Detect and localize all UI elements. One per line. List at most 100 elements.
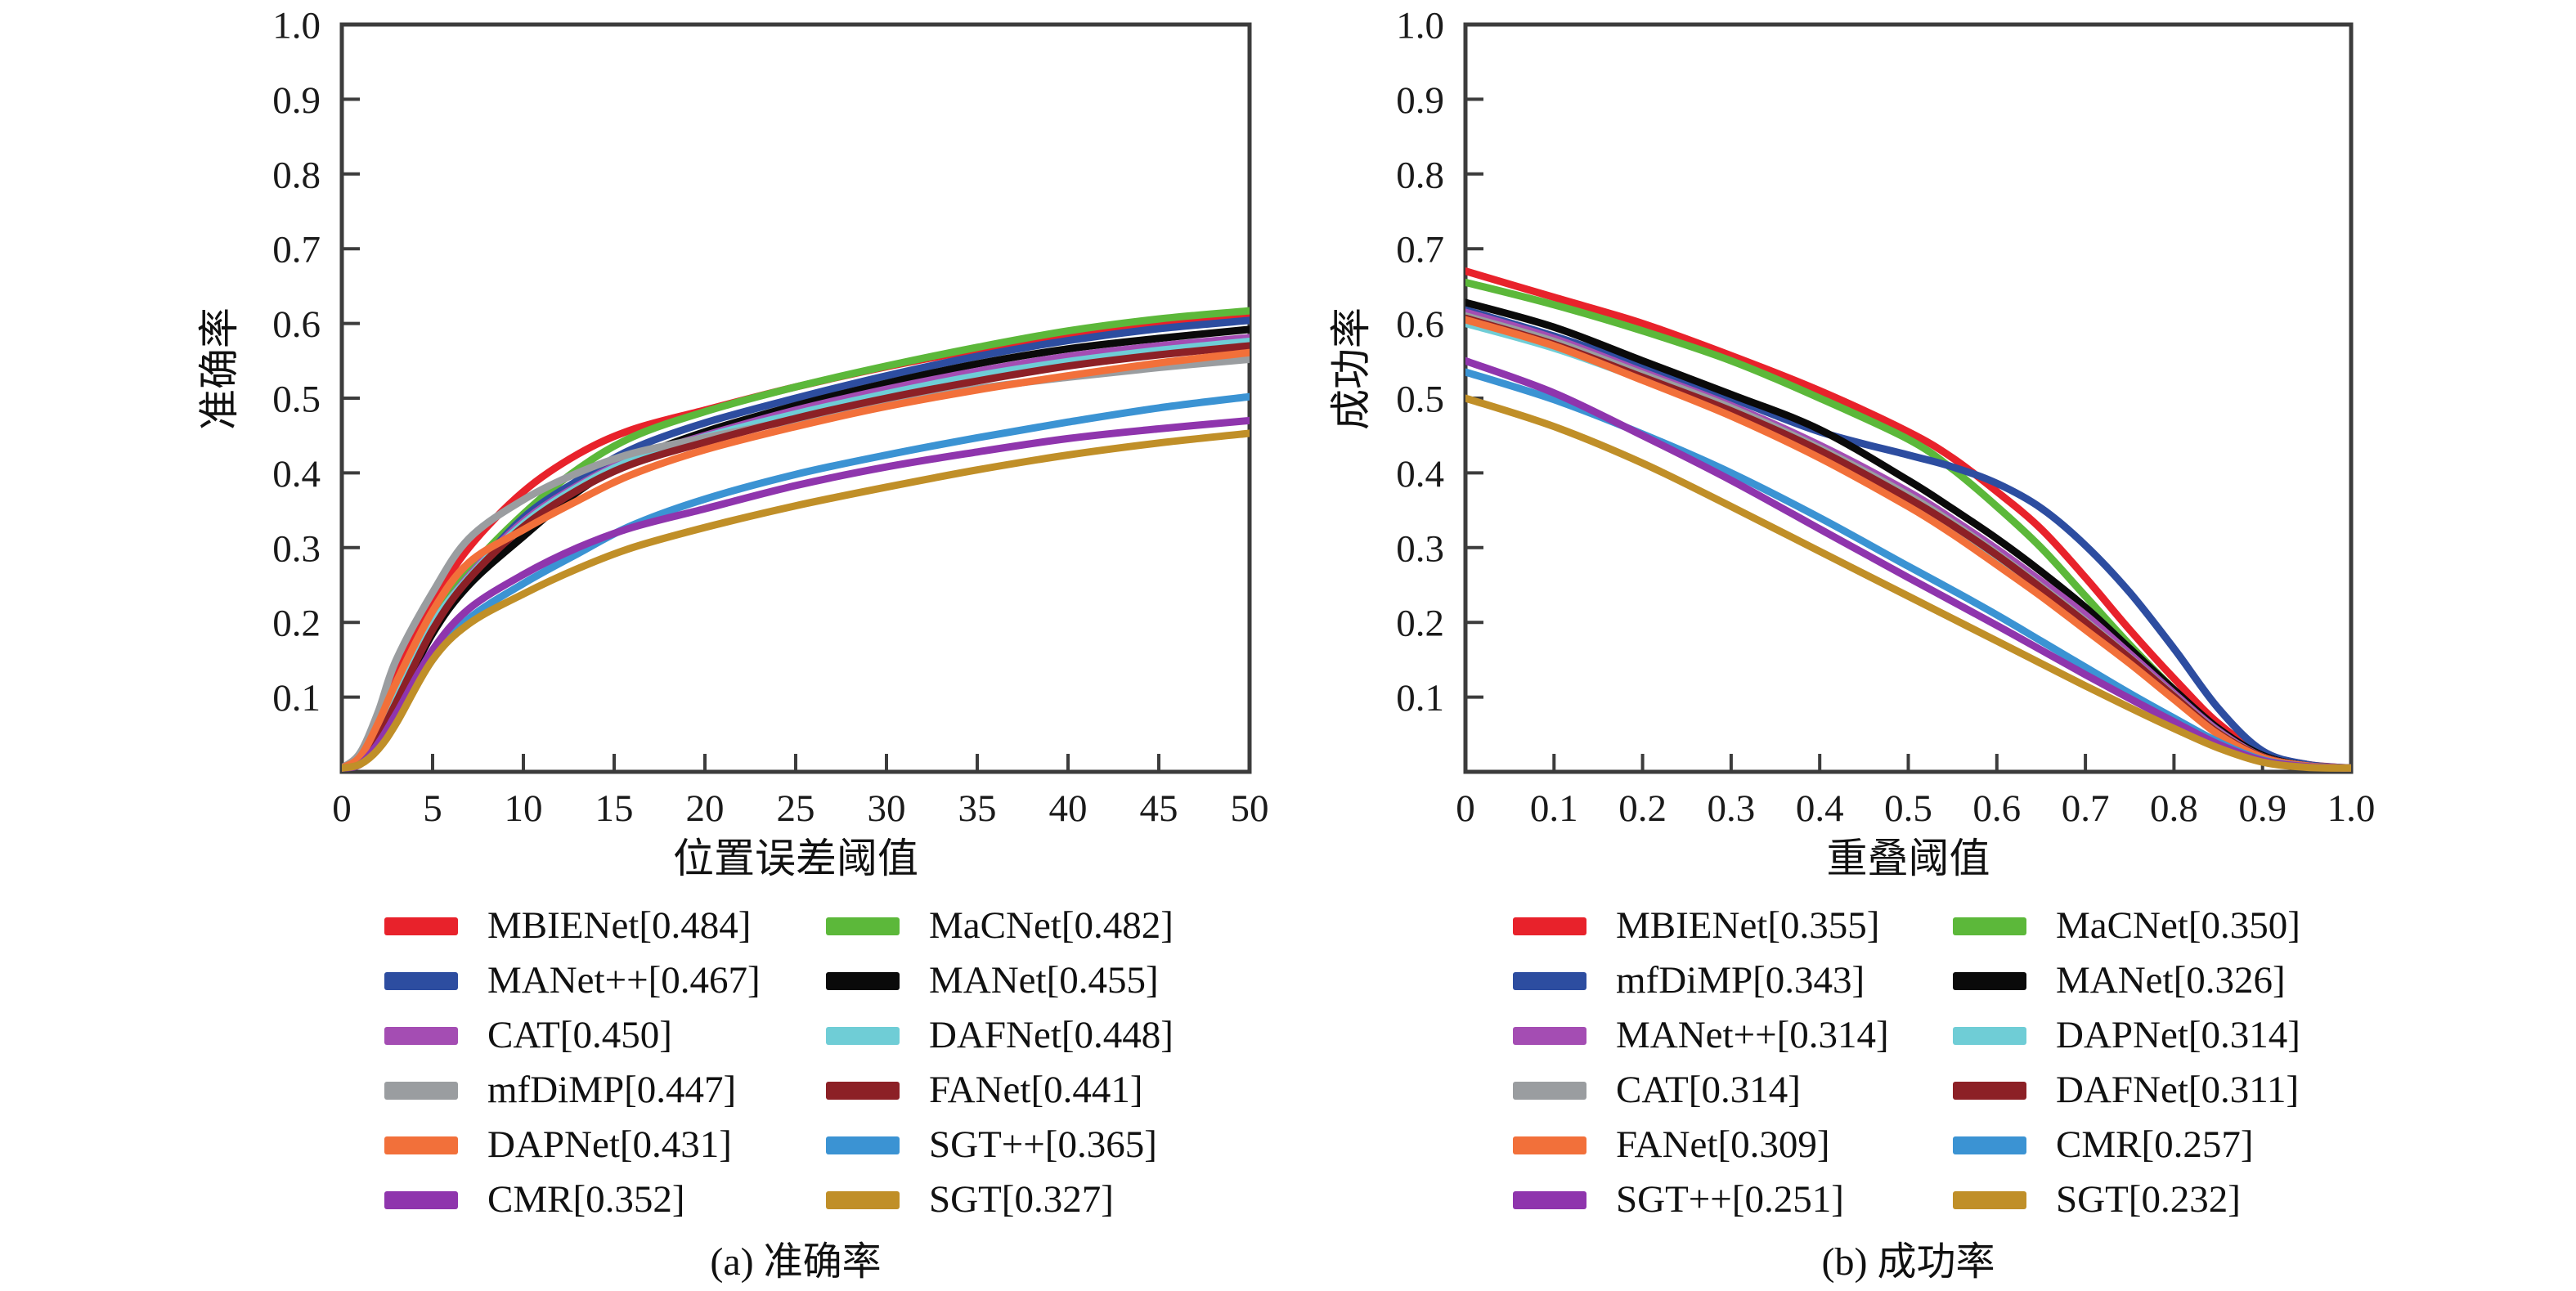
legend-swatch-SGT++ [1513,1190,1586,1209]
y-tick-label: 0.1 [272,677,321,719]
legend-swatch-FANet [1513,1136,1586,1154]
y-tick-label: 0.8 [1396,154,1444,196]
y-tick-label: 0.2 [1396,603,1444,645]
legend-entry-DAPNet: DAPNet[0.314] [1953,1016,2300,1055]
legend-swatch-MANet++ [384,971,458,990]
legend-row: FANet[0.309] CMR[0.257] [1513,1118,2300,1172]
y-tick-label: 0.9 [1396,79,1444,122]
legend-label: CMR[0.352] [487,1178,685,1221]
curve-a-SGT [342,429,1250,772]
legend-precision: MBIENet[0.484] MaCNet[0.482] MANet++[0.467… [384,899,1174,1227]
legend-entry-SGT++: SGT++[0.365] [826,1126,1157,1164]
y-axis-label-success: 成功率 [1328,307,1374,430]
legend-swatch-MANet [826,971,900,990]
y-tick-label: 0.6 [1396,303,1444,346]
legend-entry-CMR: CMR[0.352] [384,1181,826,1219]
legend-row: MANet++[0.467] MANet[0.455] [384,953,1174,1008]
legend-entry-CAT: CAT[0.450] [384,1016,826,1055]
x-tick-label: 10 [505,787,543,830]
legend-swatch-MaCNet [1953,917,2026,935]
legend-label: SGT++[0.251] [1616,1178,1844,1221]
legend-swatch-mfDiMP [1513,971,1586,990]
x-tick-label: 0 [1456,787,1475,830]
x-tick-label: 0.3 [1708,787,1756,830]
curve-a-DAPNet [342,348,1250,772]
curves-group-a [342,307,1250,772]
x-tick-label: 0.2 [1618,787,1667,830]
x-tick-label: 0 [332,787,352,830]
legend-entry-MaCNet: MaCNet[0.482] [826,907,1174,945]
y-tick-label: 0.7 [272,229,321,271]
legend-label: MaCNet[0.350] [2056,904,2300,947]
curve-b-MBIENet [1465,267,2351,772]
legend-row: MBIENet[0.484] MaCNet[0.482] [384,899,1174,953]
legend-row: DAPNet[0.431] SGT++[0.365] [384,1118,1174,1172]
x-tick-label: 40 [1049,787,1088,830]
x-tick-label: 0.4 [1796,787,1844,830]
legend-entry-SGT: SGT[0.327] [826,1181,1114,1219]
legend-entry-MBIENet: MBIENet[0.355] [1513,907,1953,945]
legend-row: CAT[0.450] DAFNet[0.448] [384,1008,1174,1063]
legend-swatch-MANet++ [1513,1026,1586,1045]
x-tick-label: 1.0 [2327,787,2376,830]
panel-caption-b: (b) 成功率 [1821,1240,1995,1284]
y-tick-label: 0.4 [1396,453,1444,495]
legend-entry-CMR: CMR[0.257] [1953,1126,2254,1164]
x-tick-label: 25 [777,787,815,830]
legend-entry-mfDiMP: mfDiMP[0.343] [1513,962,1953,1000]
legend-row: mfDiMP[0.447] FANet[0.441] [384,1063,1174,1118]
legend-swatch-CAT [1513,1081,1586,1100]
plot-box-b [1463,22,2354,774]
legend-label: CMR[0.257] [2056,1123,2254,1166]
curve-b-mfDiMP [1465,306,2351,772]
y-tick-label: 0.7 [1396,229,1444,271]
legend-label: MANet++[0.467] [487,959,761,1002]
legend-label: MANet[0.326] [2056,959,2286,1002]
legend-label: SGT++[0.365] [929,1123,1157,1166]
x-tick-label: 0.6 [1972,787,2021,830]
legend-swatch-MaCNet [826,917,900,935]
legend-swatch-DAPNet [384,1136,458,1154]
legend-label: SGT[0.327] [929,1178,1114,1221]
legend-entry-DAFNet: DAFNet[0.311] [1953,1071,2299,1109]
legend-swatch-DAFNet [1953,1081,2026,1100]
curve-b-MANet++ [1465,308,2351,772]
curve-a-CMR [342,416,1250,772]
y-tick-label: 0.5 [1396,378,1444,420]
x-tick-label: 5 [423,787,442,830]
x-axis-label-overlap-threshold: 重叠阈值 [1826,836,1990,881]
legend-swatch-MANet [1953,971,2026,990]
legend-swatch-DAPNet [1953,1026,2026,1045]
x-tick-label: 20 [686,787,725,830]
x-axis-label-location-error-threshold: 位置误差阈值 [673,836,918,881]
legend-swatch-CMR [1953,1136,2026,1154]
y-tick-label: 0.2 [272,603,321,645]
y-tick-label: 1.0 [272,4,321,47]
legend-label: MANet[0.455] [929,959,1159,1002]
curve-a-FANet [342,342,1250,772]
x-tick-label: 15 [595,787,634,830]
y-axis-label-precision: 准确率 [196,307,242,430]
y-tick-label: 0.3 [272,527,321,570]
legend-swatch-CMR [384,1190,458,1209]
panel-caption-a: (a) 准确率 [710,1240,882,1284]
legend-row: CMR[0.352] SGT[0.327] [384,1172,1174,1227]
legend-label: SGT[0.232] [2056,1178,2241,1221]
legend-label: CAT[0.314] [1616,1069,1801,1111]
curve-b-MANet [1465,298,2351,772]
curve-b-CAT [1465,312,2351,772]
y-tick-label: 1.0 [1396,4,1444,47]
legend-swatch-SGT++ [826,1136,900,1154]
legend-label: FANet[0.441] [929,1069,1143,1111]
x-tick-label: 0.8 [2150,787,2198,830]
y-tick-label: 0.6 [272,303,321,346]
legend-label: mfDiMP[0.343] [1616,959,1865,1002]
legend-row: MBIENet[0.355] MaCNet[0.350] [1513,899,2300,953]
x-tick-label: 0.1 [1530,787,1578,830]
legend-label: DAPNet[0.431] [487,1123,732,1166]
legend-label: MANet++[0.314] [1616,1014,1889,1056]
legend-label: DAFNet[0.311] [2056,1069,2300,1111]
legend-entry-MANet++: MANet++[0.314] [1513,1016,1953,1055]
legend-entry-mfDiMP: mfDiMP[0.447] [384,1071,826,1109]
legend-swatch-MBIENet [384,917,458,935]
